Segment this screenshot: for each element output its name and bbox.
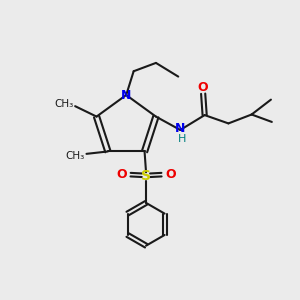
Text: CH₃: CH₃: [66, 151, 85, 161]
Text: S: S: [141, 169, 151, 183]
Text: N: N: [121, 88, 131, 101]
Text: CH₃: CH₃: [54, 99, 74, 109]
Text: N: N: [175, 122, 185, 135]
Text: H: H: [178, 134, 186, 145]
Text: O: O: [165, 168, 176, 181]
Text: O: O: [198, 81, 208, 94]
Text: O: O: [116, 168, 127, 181]
